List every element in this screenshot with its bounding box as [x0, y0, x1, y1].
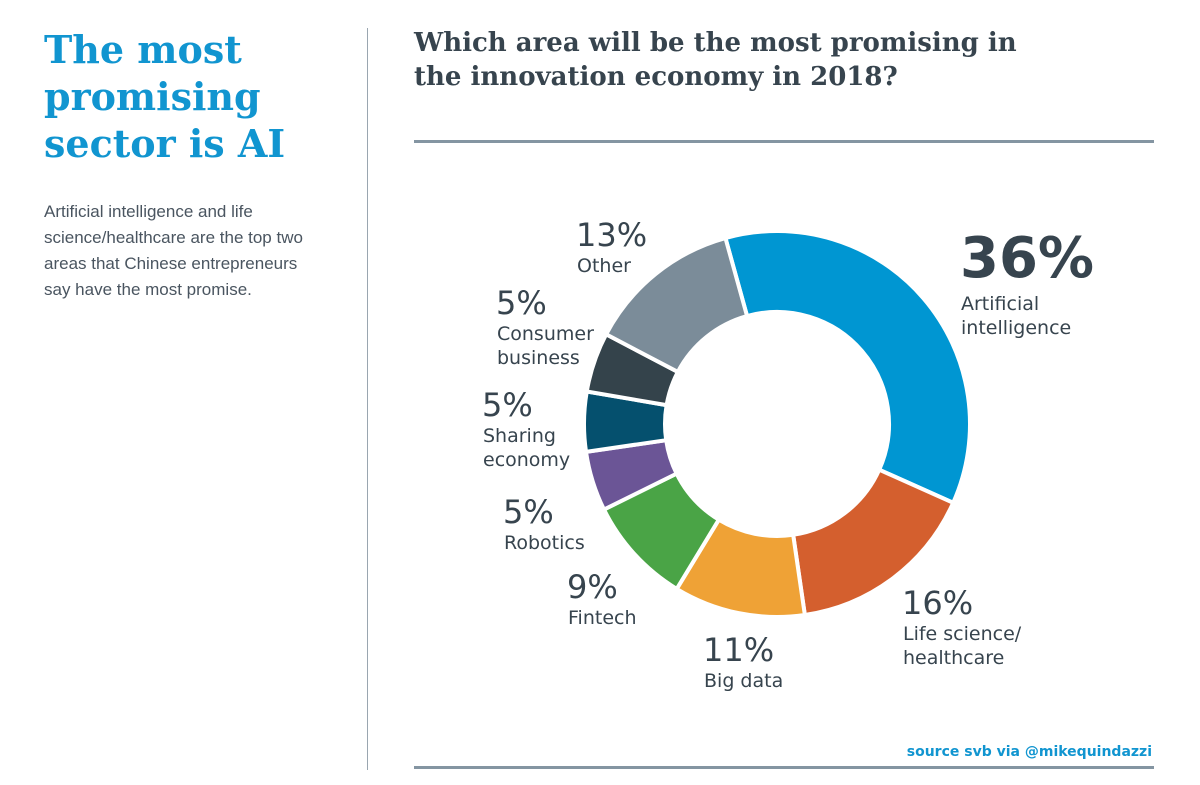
slice-category-label: economy: [483, 449, 570, 471]
slice-value-label: 13%: [576, 216, 647, 254]
donut-slice: [722, 229, 972, 506]
slice-category-label: Sharing: [483, 425, 556, 447]
donut-hole: [666, 313, 888, 535]
slice-value-label: 5%: [496, 284, 547, 322]
slice-category-label: Other: [577, 255, 631, 277]
summary-text: Artificial intelligence and life science…: [44, 202, 303, 299]
page-headline: The most promising sector is AI: [44, 27, 286, 166]
slice-category-label: Life science/: [903, 623, 1022, 645]
slice-category-label: Big data: [704, 670, 783, 692]
slice-value-label: 5%: [482, 386, 533, 424]
slice-value-label: 36%: [960, 226, 1094, 291]
bottom-rule: [414, 766, 1154, 769]
vertical-divider: [367, 28, 368, 770]
slice-category-label: Robotics: [504, 532, 585, 554]
slice-category-label: Artificial: [961, 293, 1039, 315]
slice-value-label: 5%: [503, 493, 554, 531]
source-credit: source svb via @mikequindazzi: [906, 744, 1152, 760]
slice-value-label: 9%: [567, 568, 618, 606]
slice-value-label: 16%: [902, 584, 973, 622]
slice-category-label: Fintech: [568, 607, 637, 629]
slice-category-label: healthcare: [903, 647, 1004, 669]
chart-title: Which area will be the most promising in…: [414, 28, 1017, 92]
slice-category-label: intelligence: [961, 317, 1071, 339]
slice-category-label: business: [497, 347, 580, 369]
slice-value-label: 11%: [703, 631, 774, 669]
top-rule: [414, 140, 1154, 143]
donut-slice: [603, 235, 750, 375]
slice-category-label: Consumer: [497, 323, 594, 345]
